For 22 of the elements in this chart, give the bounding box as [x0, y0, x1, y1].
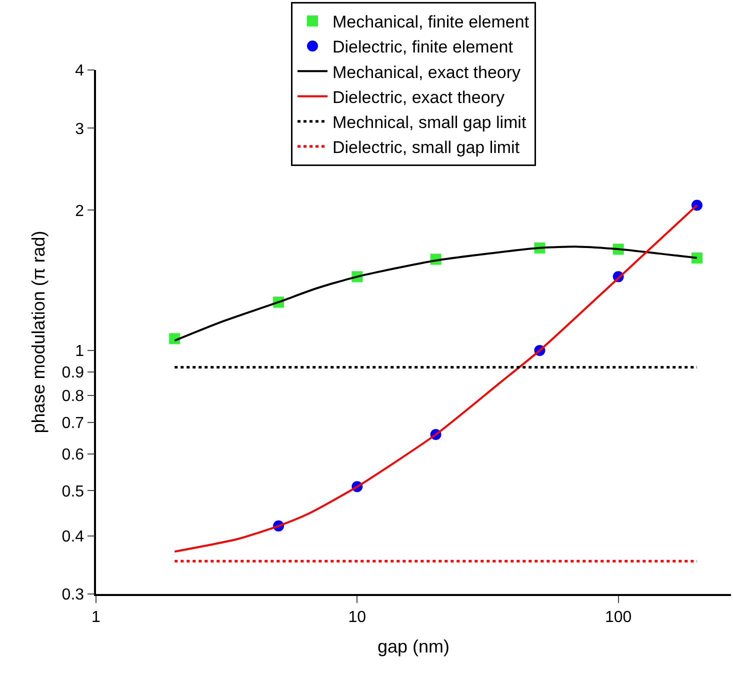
y-tick-label: 4 [75, 62, 84, 80]
y-tick-label: 1 [75, 343, 84, 360]
y-tick-label: 0.9 [62, 364, 84, 382]
y-tick-label: 2 [75, 202, 84, 220]
legend-label: Mechanical, exact theory [332, 62, 522, 82]
legend-label: Dielectric, exact theory [332, 88, 505, 107]
y-tick-label: 3 [75, 120, 84, 138]
y-tick-label: 0.5 [62, 483, 84, 500]
legend-label: Dielectric, small gap limit [332, 138, 520, 158]
x-tick-label: 1 [92, 608, 101, 626]
y-tick-label: 0.8 [62, 388, 84, 406]
legend-label: Mechanical, finite element [332, 12, 530, 32]
y-tick-label: 0.6 [62, 446, 84, 464]
x-tick-label: 100 [604, 608, 632, 626]
y-tick-label: 0.3 [62, 586, 84, 604]
x-tick-label: 10 [348, 608, 366, 626]
y-tick-label: 0.7 [62, 415, 84, 432]
legend-label: Dielectric, finite element [332, 38, 514, 57]
x-axis-title: gap (nm) [377, 636, 450, 657]
legend-label: Mechnical, small gap limit [332, 112, 526, 132]
y-tick-label: 0.4 [62, 528, 84, 546]
y-axis-title: phase modulation (π rad) [28, 230, 48, 434]
